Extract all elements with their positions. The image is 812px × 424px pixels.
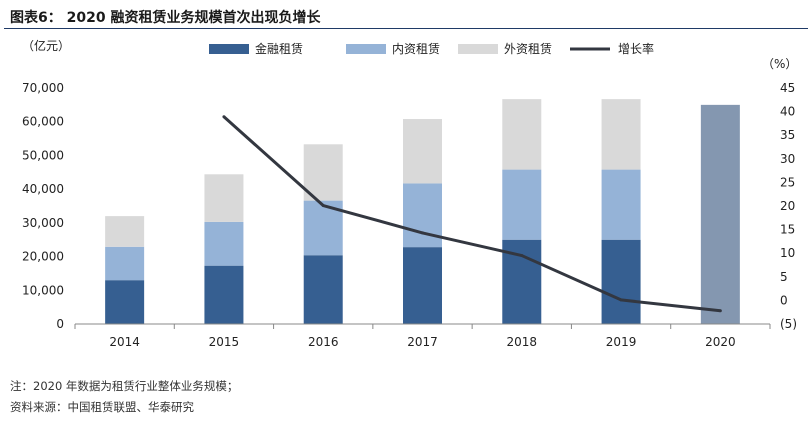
bar-segment-domestic xyxy=(204,221,244,266)
right-axis-tick-label: 5 xyxy=(780,270,788,284)
bar-segment-financial xyxy=(204,265,244,324)
bar-segment-domestic xyxy=(403,183,442,248)
left-axis-unit-label: （亿元） xyxy=(22,38,70,53)
legend-domestic-leasing-swatch xyxy=(346,44,386,54)
x-axis-category-label: 2015 xyxy=(209,335,240,349)
figure-title: 图表6： 2020 融资租赁业务规模首次出现负增长 xyxy=(10,10,321,26)
growth-rate-point xyxy=(619,298,623,302)
growth-rate-point xyxy=(421,231,424,235)
right-axis-tick-label: 20 xyxy=(780,199,795,213)
bar-segment-domestic xyxy=(601,169,641,240)
x-axis-category-label: 2018 xyxy=(507,335,538,349)
left-axis-tick-label: 0 xyxy=(56,317,64,331)
bar-segment-domestic xyxy=(502,169,542,240)
title-divider xyxy=(4,28,808,29)
bar-segment-financial xyxy=(601,239,641,324)
bar-segment-financial xyxy=(105,280,145,324)
chart-source: 资料来源：中国租赁联盟、华泰研究 xyxy=(10,400,194,414)
right-axis-tick-label: 25 xyxy=(780,175,795,189)
growth-rate-line xyxy=(222,115,721,313)
figure-header: 图表6： 2020 融资租赁业务规模首次出现负增长 xyxy=(0,0,812,30)
left-axis-tick-label: 20,000 xyxy=(22,250,64,264)
growth-rate-point xyxy=(222,115,226,119)
legend-domestic-leasing-label: 内资租赁 xyxy=(392,42,440,56)
right-axis-tick-label: 35 xyxy=(780,128,795,142)
legend-foreign-leasing-label: 外资租赁 xyxy=(504,42,552,56)
left-axis-tick-label: 40,000 xyxy=(22,182,64,196)
growth-rate-point xyxy=(718,309,722,313)
bar-segment-financial xyxy=(403,247,442,324)
x-axis-category-label: 2019 xyxy=(606,335,637,349)
bar-segment-foreign xyxy=(105,216,145,247)
chart-note: 注：2020 年数据为租赁行业整体业务规模； xyxy=(10,379,239,393)
left-axis-tick-label: 50,000 xyxy=(22,148,64,162)
left-axis-tick-label: 70,000 xyxy=(22,81,64,95)
right-axis-tick-label: 0 xyxy=(780,293,788,307)
bar-segment-foreign xyxy=(601,99,641,170)
growth-rate-point xyxy=(520,254,524,258)
right-axis-tick-label: 40 xyxy=(780,105,795,119)
legend-growth-rate-label: 增长率 xyxy=(618,41,654,56)
x-axis-category-label: 2016 xyxy=(308,335,339,349)
right-axis-tick-label: 45 xyxy=(780,81,795,95)
bar-segment-foreign xyxy=(502,99,542,170)
right-axis-unit-label: （%） xyxy=(762,57,797,71)
bar-segment-foreign xyxy=(303,144,343,201)
bar-segment-domestic xyxy=(105,246,145,281)
x-axis-category-label: 2020 xyxy=(705,335,736,349)
legend-financial-leasing-swatch xyxy=(209,44,249,54)
left-axis-tick-label: 30,000 xyxy=(22,216,64,230)
left-axis-tick-label: 60,000 xyxy=(22,115,64,129)
legend-foreign-leasing-swatch xyxy=(458,44,498,54)
bar-segment-financial xyxy=(303,255,343,324)
right-axis-tick-label: (5) xyxy=(780,317,797,331)
x-axis-category-label: 2014 xyxy=(109,335,140,349)
x-axis-category-label: 2017 xyxy=(407,335,438,349)
bar-segment-foreign xyxy=(403,119,442,184)
left-axis-tick-label: 10,000 xyxy=(22,283,64,297)
right-axis-tick-label: 10 xyxy=(780,246,795,260)
legend-financial-leasing-label: 金融租赁 xyxy=(255,41,303,56)
leasing-scale-chart: 0 10,000 20,000 30,000 40,000 50,000 60,000 70,… xyxy=(22,38,797,349)
growth-rate-point xyxy=(321,204,325,208)
bar-total-2020 xyxy=(700,104,740,324)
right-axis-tick-label: 30 xyxy=(780,152,795,166)
bar-segment-foreign xyxy=(204,174,244,222)
right-axis-tick-label: 15 xyxy=(780,223,795,237)
